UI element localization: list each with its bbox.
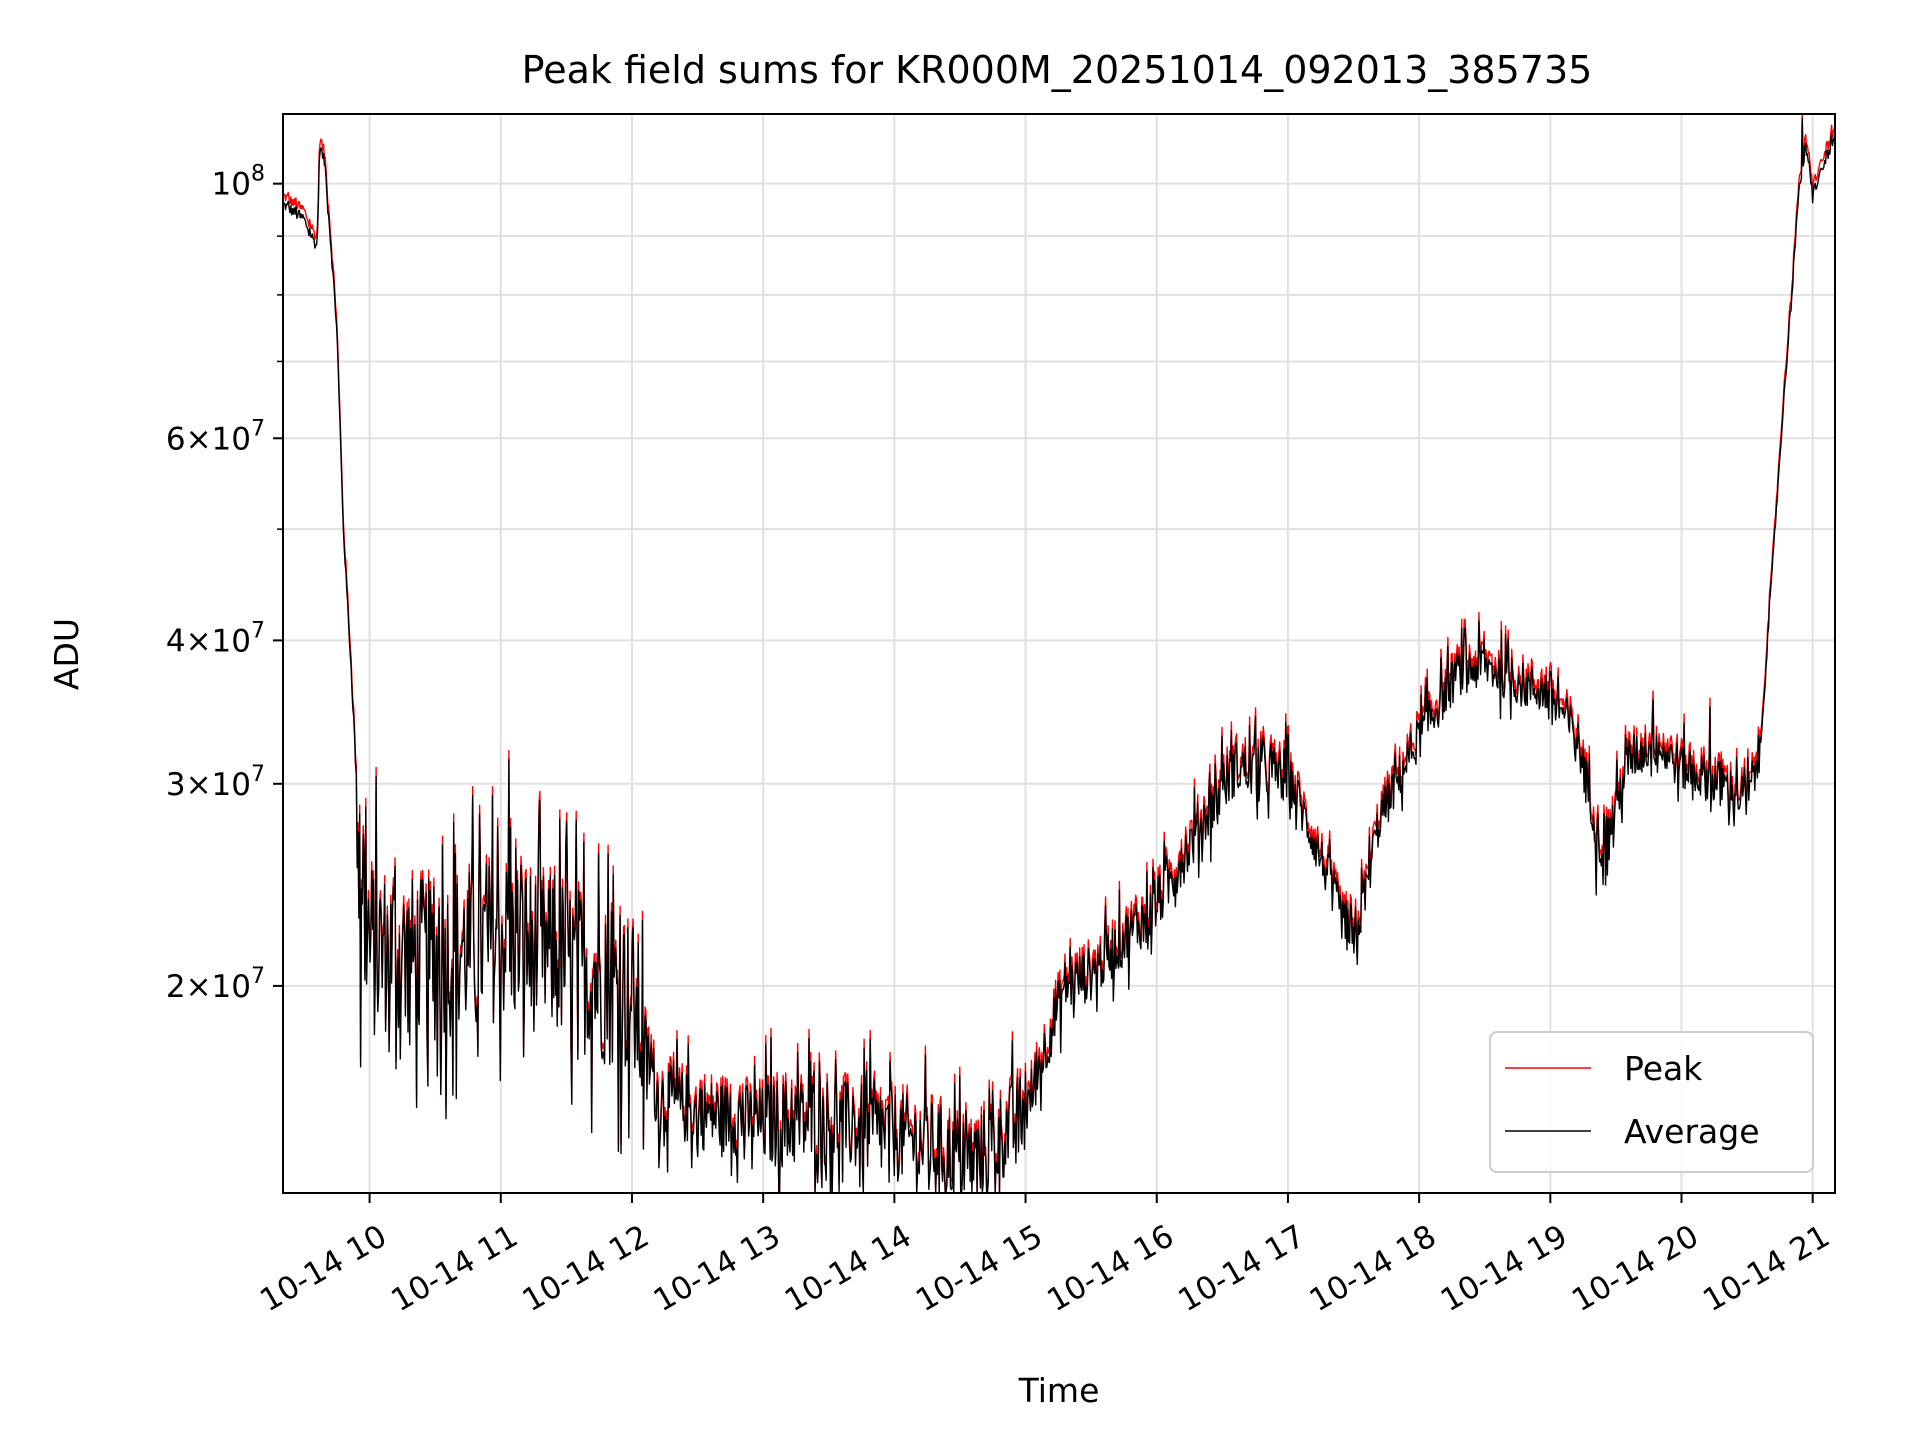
- legend-box: [1489, 1031, 1814, 1173]
- x-tick-label: 10-14 14: [779, 1218, 918, 1319]
- x-tick-label: 10-14 20: [1566, 1218, 1705, 1319]
- y-tick-label: 2×107: [166, 964, 265, 1005]
- series-layer: [282, 113, 1836, 1194]
- x-tick-label: 10-14 21: [1697, 1218, 1836, 1319]
- x-tick-label: 10-14 12: [516, 1218, 655, 1319]
- x-tick-label: 10-14 11: [385, 1218, 524, 1319]
- legend-average-label: Average: [1624, 1112, 1760, 1151]
- y-axis-label: ADU: [47, 618, 86, 690]
- x-tick-label: 10-14 19: [1435, 1218, 1574, 1319]
- y-tick-label: 108: [212, 162, 265, 203]
- x-axis-label: Time: [1018, 1371, 1100, 1410]
- x-tick-label: 10-14 15: [910, 1218, 1049, 1319]
- x-tick-label: 10-14 10: [254, 1218, 393, 1319]
- x-tick-label: 10-14 13: [648, 1218, 787, 1319]
- y-axis: 2×107 3×107 4×107 6×107 108: [166, 162, 283, 1005]
- legend: Peak Average: [1489, 1031, 1814, 1173]
- series-line-peak: [282, 113, 1836, 1194]
- series-line-average: [282, 117, 1836, 1194]
- y-tick-label: 6×107: [166, 416, 265, 457]
- x-tick-label: 10-14 17: [1172, 1218, 1311, 1319]
- plot-frame: [282, 113, 1836, 1194]
- x-tick-label: 10-14 16: [1041, 1218, 1180, 1319]
- y-tick-label: 4×107: [166, 618, 265, 659]
- y-tick-label: 3×107: [166, 762, 265, 803]
- chart-title: Peak field sums for KR000M_20251014_0920…: [522, 48, 1593, 92]
- legend-peak-label: Peak: [1624, 1049, 1703, 1088]
- x-tick-label: 10-14 18: [1304, 1218, 1443, 1319]
